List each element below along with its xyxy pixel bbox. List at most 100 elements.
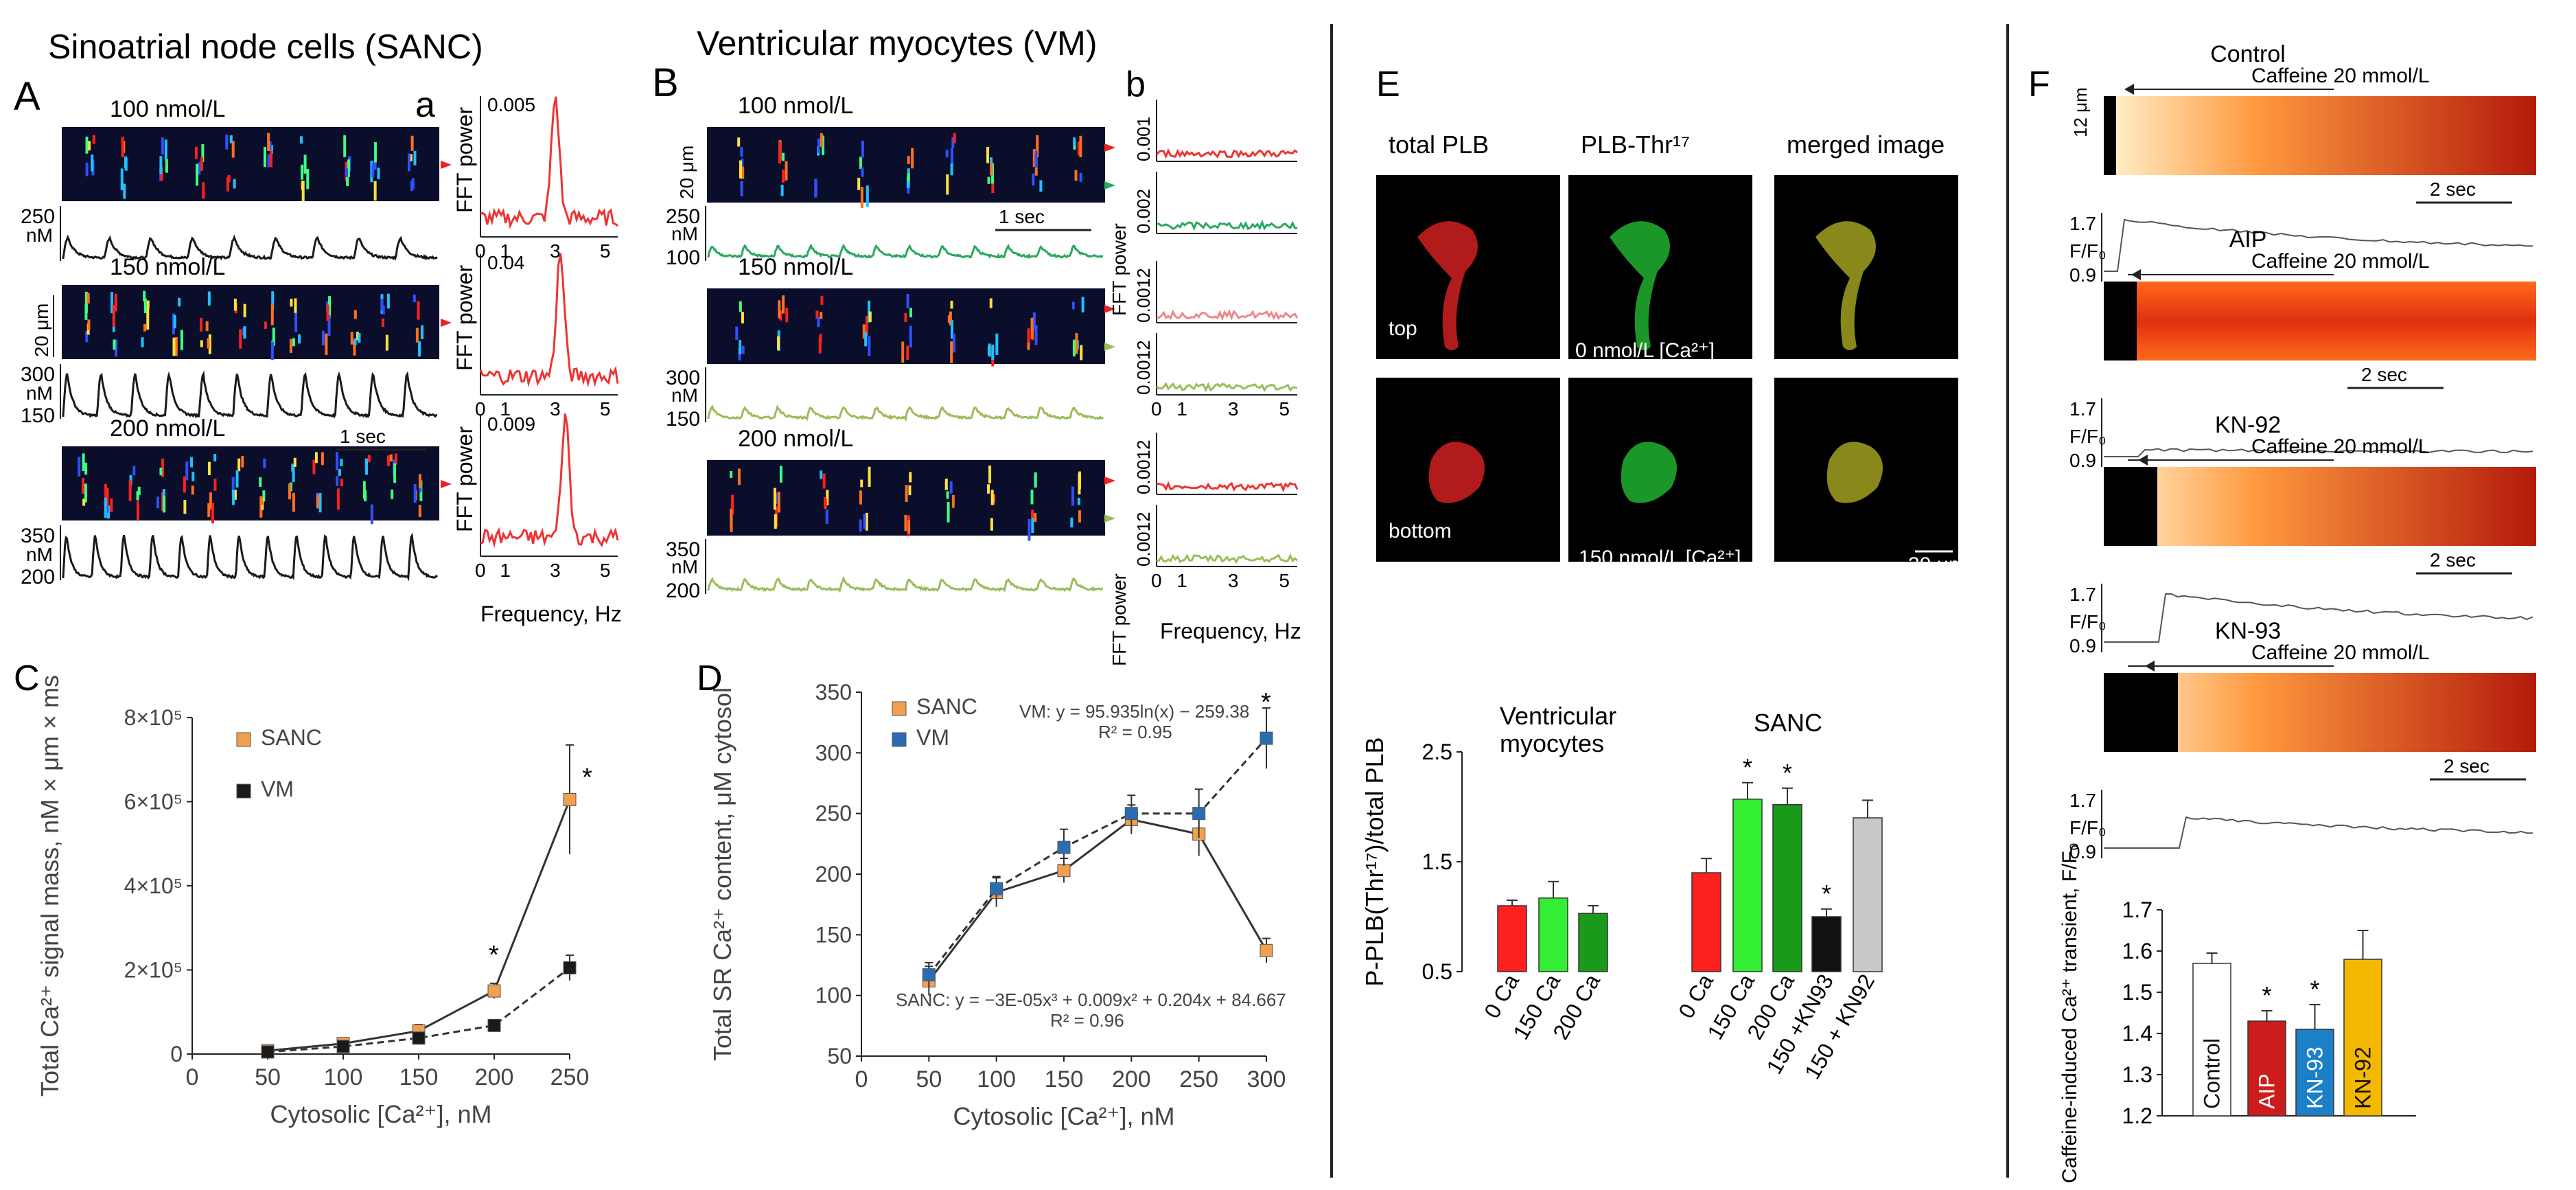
panel-b-linescan-spark <box>824 496 827 509</box>
panel-a-linescan-spark <box>85 330 89 343</box>
panel-f-f-label: F/F₀ <box>2069 240 2107 262</box>
panel-b-linescan-spark <box>990 162 993 176</box>
chartD-legend-marker <box>892 701 907 716</box>
panel-a-linescan-spark <box>312 459 316 474</box>
chartD-point <box>990 882 1003 895</box>
chartD-point <box>1260 731 1273 745</box>
panel-b-linescan-spark <box>778 300 781 319</box>
chartFbar-ytick-label: 1.2 <box>2122 1103 2153 1128</box>
panel-a-linescan-spark <box>136 501 139 520</box>
panel-e-cell <box>1610 221 1670 350</box>
panel-a-linescan-spark <box>306 168 310 190</box>
panel-a-linescan-spark <box>84 483 87 503</box>
panel-f-caffeine: Caffeine 20 mmol/L <box>2251 65 2430 87</box>
panel-a-fft-max: 0.005 <box>487 94 535 115</box>
panel-a-linescan-spark <box>382 305 385 314</box>
panel-b-linescan-spark <box>904 514 907 531</box>
panel-b-linescan-spark <box>1074 170 1078 181</box>
panel-b-trace <box>707 404 1104 422</box>
chartC-ytick-label: 6×10⁵ <box>124 790 183 814</box>
panel-b-linescan-spark <box>860 479 863 488</box>
panel-b-linescan-spark <box>987 176 990 184</box>
panel-a-linescan-spark <box>207 291 211 306</box>
panel-a-y-unit: nM <box>26 382 53 404</box>
panel-a-linescan-spark <box>267 133 270 151</box>
panel-b-linescan-spark <box>1078 510 1081 523</box>
panel-a-linescan-spark <box>114 293 117 312</box>
panel-a-linescan-spark <box>353 310 357 319</box>
panel-b-linescan-spark <box>865 512 868 531</box>
panel-f-trace-title: AIP <box>2229 227 2267 253</box>
panel-a-linescan-spark <box>84 304 88 320</box>
panel-a-linescan-spark <box>213 454 217 461</box>
panel-a-linescan-spark <box>172 337 176 356</box>
panel-a-linescan-bg <box>62 446 439 520</box>
panel-a-linescan-spark <box>233 298 237 311</box>
panel-a-linescan-spark <box>146 300 150 309</box>
panel-a-y-unit: nM <box>26 225 53 246</box>
panel-a-linescan-spark <box>231 477 235 496</box>
panel-b-linescan-spark <box>907 520 911 534</box>
panel-b-linescan-spark <box>774 514 777 529</box>
panel-b-title: Ventricular myocytes (VM) <box>697 24 1097 62</box>
chart-d-r2-vm: R² = 0.95 <box>1098 722 1172 742</box>
panel-f-y-hi: 1.7 <box>2069 398 2096 420</box>
panel-e-col-label: total PLB <box>1389 130 1489 159</box>
panel-f-f-label: F/F₀ <box>2069 426 2107 447</box>
chartC-xtick-label: 200 <box>475 1064 514 1090</box>
panel-f-y-hi: 1.7 <box>2069 584 2096 605</box>
chartC-series-line <box>267 799 571 1052</box>
panel-a-linescan-spark <box>385 334 388 351</box>
panel-a-fft-tick: 5 <box>600 240 611 262</box>
panel-b-linescan-spark <box>857 177 861 190</box>
panel-b-linescan-spark <box>822 473 826 489</box>
panel-f-trace-title: KN-93 <box>2215 618 2281 644</box>
panel-b-linescan-spark <box>1031 512 1034 534</box>
panel-b-linescan-spark <box>950 163 953 176</box>
panel-b-linescan-spark <box>737 137 741 147</box>
panel-b-fft-bot-max: 0.0012 <box>1133 340 1154 395</box>
chart-d-r2-sanc: R² = 0.96 <box>1050 1010 1124 1031</box>
panel-b-linescan-spark <box>859 519 862 532</box>
panel-f-y-lo: 0.9 <box>2069 264 2096 286</box>
panel-a-fft-tick: 1 <box>500 560 511 581</box>
chartC-xtick-label: 250 <box>550 1064 590 1090</box>
panel-b-fft-bot-tick: 1 <box>1176 570 1187 591</box>
panel-b-linescan-spark <box>780 184 784 196</box>
panel-b-fft-bot-line <box>1156 382 1298 393</box>
panel-a-linescan-spark <box>259 477 262 488</box>
panel-b-linescan-spark <box>950 341 953 364</box>
panel-a-linescan-spark <box>407 153 410 172</box>
panel-a-linescan-spark <box>163 496 166 513</box>
chart-f-bar: 1.2 1.3 1.4 1.5 1.6 1.7 Caffeine-induced Ca²⁺ … <box>2058 843 2416 1183</box>
chartC-xtick-label: 150 <box>399 1064 439 1090</box>
panel-a-linescan-spark <box>321 330 325 346</box>
panel-a-linescan-spark <box>409 154 413 161</box>
panel-a-linescan-spark <box>178 297 181 307</box>
panel-b-fft-bot-max: 0.0012 <box>1133 512 1154 567</box>
red-arrow-icon <box>441 161 452 169</box>
panel-a-linescan-spark <box>123 183 126 199</box>
panel-b-linescan-spark <box>907 173 910 181</box>
panel-b-y-unit: nM <box>671 385 698 406</box>
panel-f-y-hi: 1.7 <box>2069 790 2096 811</box>
chartD-xtick-label: 100 <box>977 1066 1016 1092</box>
panel-a-linescan-spark <box>136 491 139 501</box>
panel-a-linescan-spark <box>243 304 246 318</box>
panel-b-linescan-spark <box>785 161 788 181</box>
panel-a-fft-max: 0.04 <box>487 252 525 273</box>
panel-a-linescan-spark <box>209 492 212 510</box>
panel-a-linescan-spark <box>231 490 235 505</box>
chartFbar-ytick-label: 1.3 <box>2122 1062 2153 1087</box>
panel-b-conc-label: 200 nmol/L <box>738 426 853 452</box>
panel-a-linescan-spark <box>237 458 241 472</box>
panel-a-linescan-spark <box>233 179 236 189</box>
panel-d-letter: D <box>697 659 723 698</box>
panel-a-conc-label: 150 nmol/L <box>110 254 225 280</box>
panel-b-linescan-spark <box>1079 135 1082 158</box>
panel-a-linescan-spark <box>231 141 235 158</box>
panel-a-linescan-spark <box>386 455 390 466</box>
chart-c-star: * <box>582 763 592 792</box>
panel-a-linescan-spark <box>202 182 205 199</box>
